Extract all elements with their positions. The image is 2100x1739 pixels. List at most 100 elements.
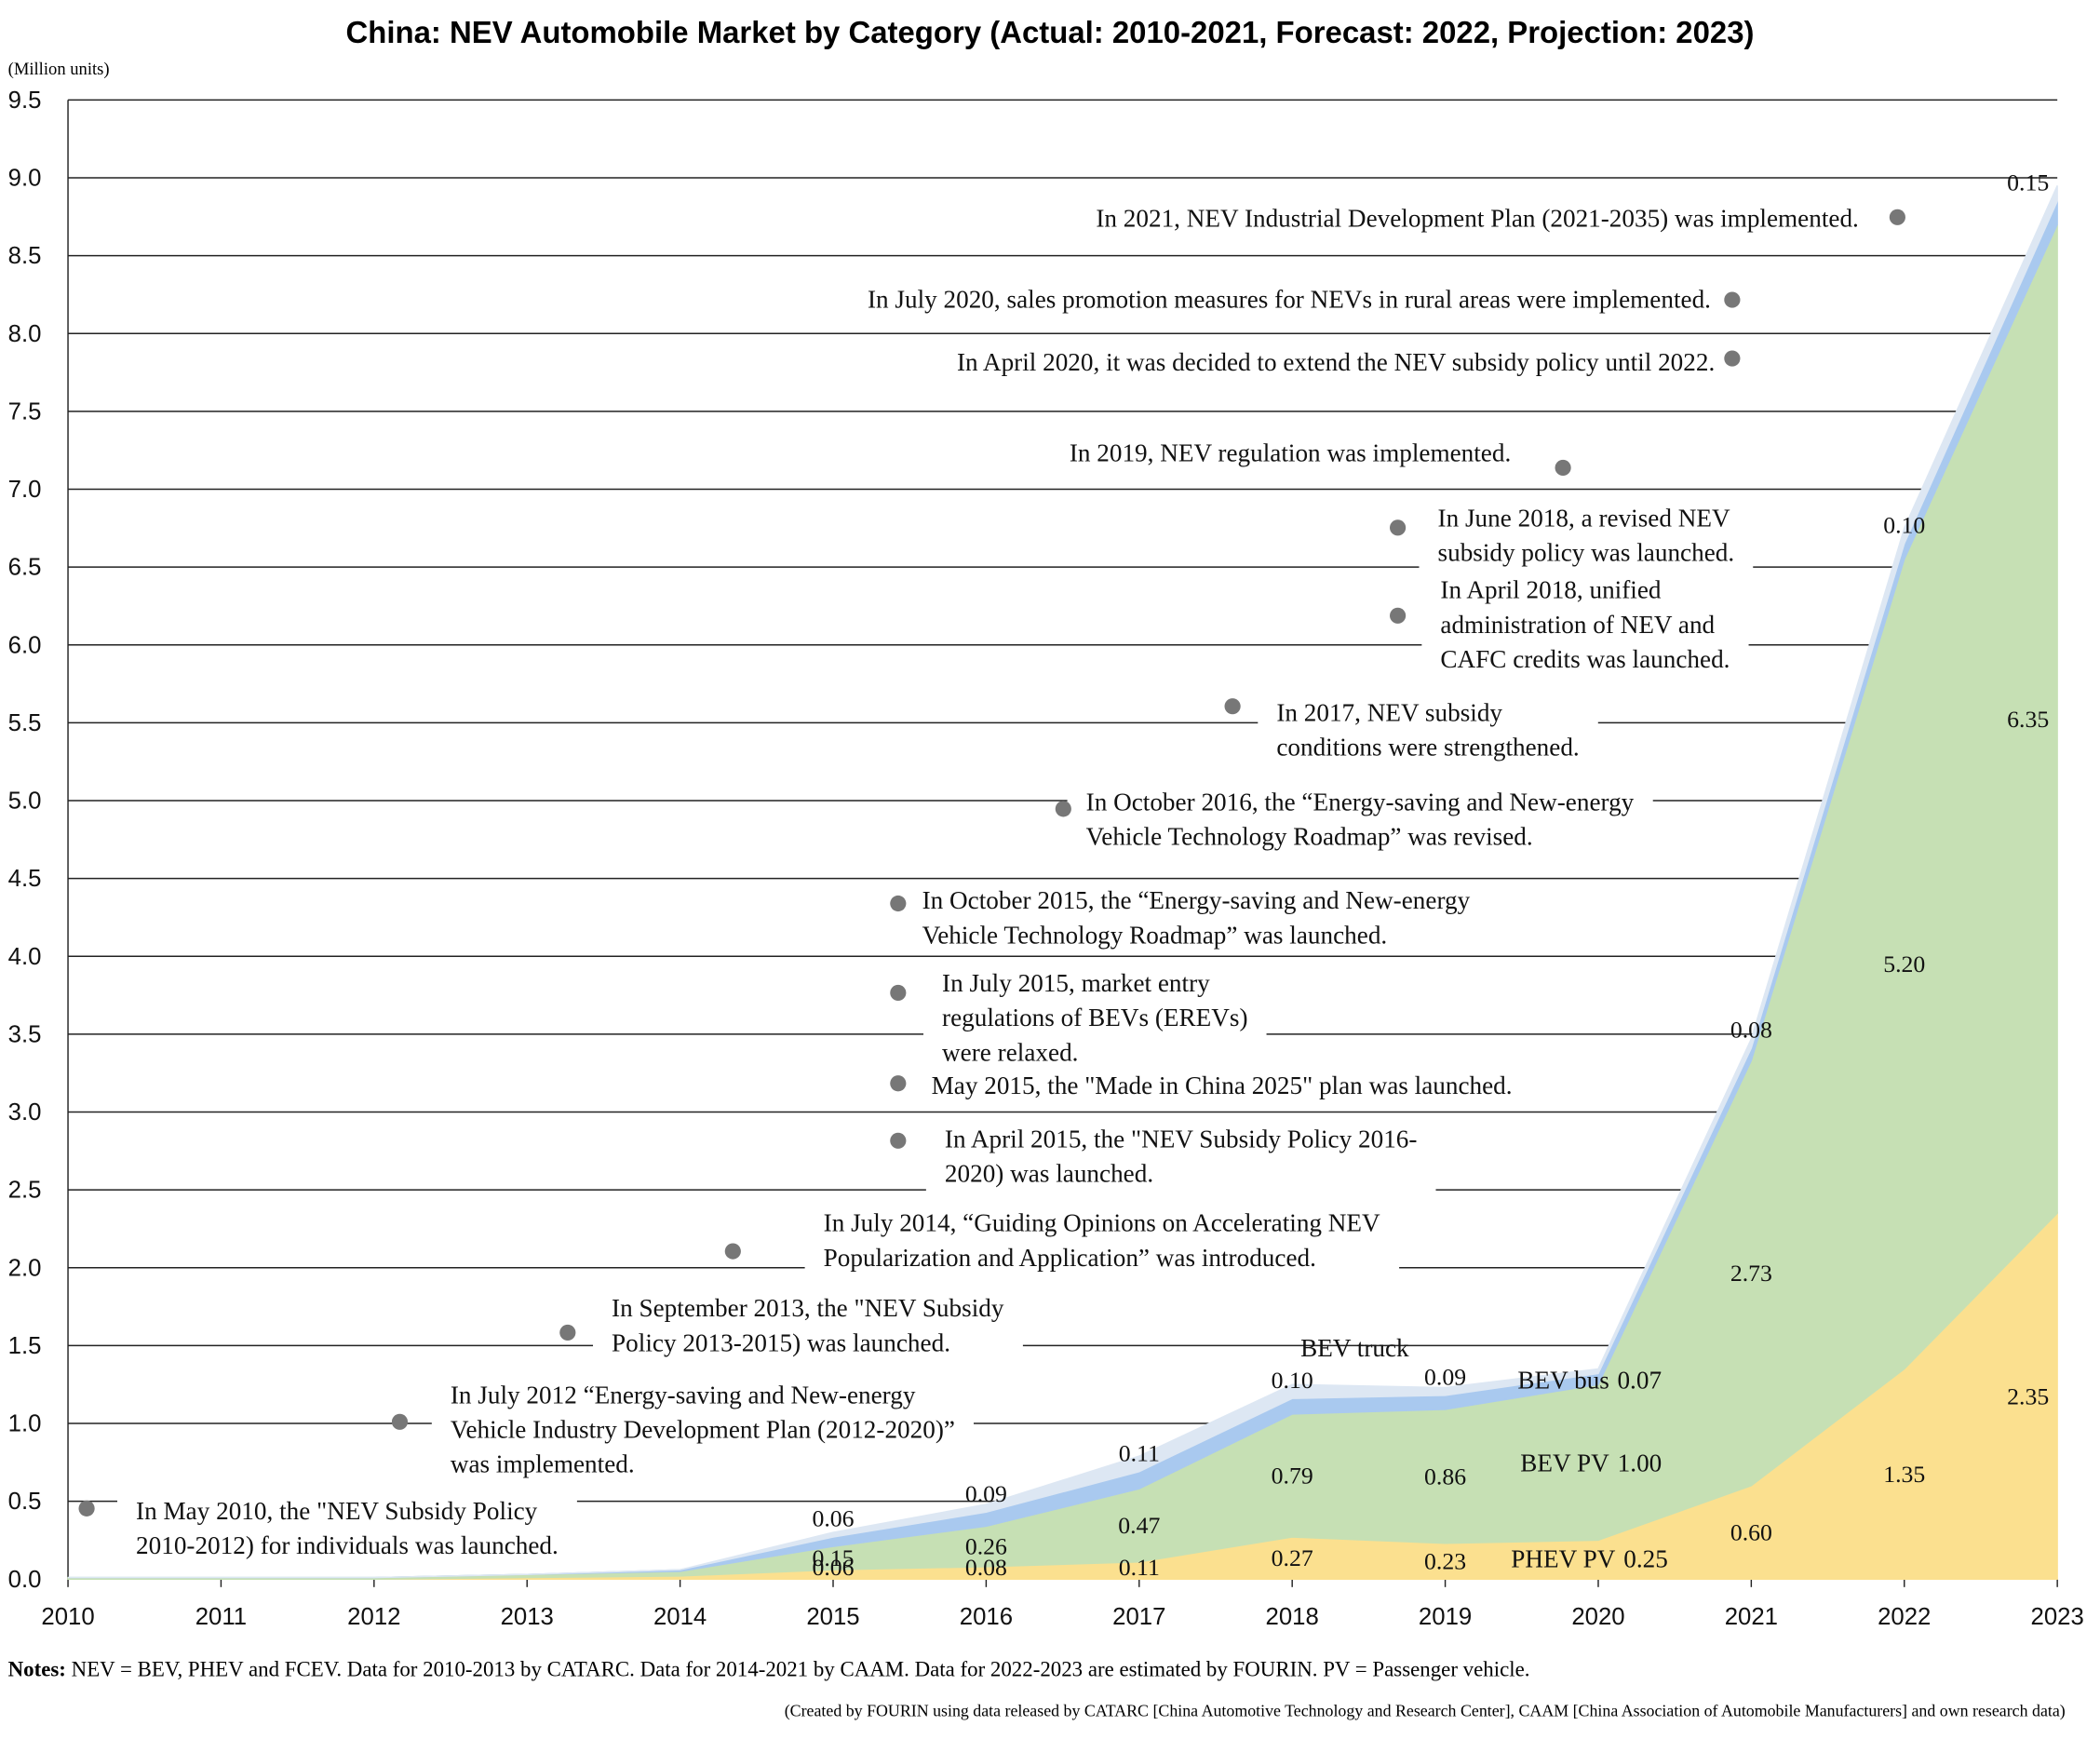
- value-label: 0.15: [812, 1544, 854, 1571]
- x-tick-label: 2021: [1725, 1604, 1778, 1630]
- annotation-bg: [593, 1288, 1023, 1363]
- annotation-dot: [559, 1324, 576, 1341]
- series-label: BEV bus: [1517, 1367, 1609, 1395]
- annotation: In April 2015, the "NEV Subsidy Policy 2…: [890, 1119, 1436, 1193]
- annotation-text: In 2017, NEV subsidy: [1276, 698, 1502, 726]
- annotation-text: In April 2018, unified: [1440, 576, 1662, 604]
- source: (Created by FOURIN using data released b…: [785, 1702, 2066, 1721]
- annotation-text: In October 2016, the “Energy-saving and …: [1086, 788, 1635, 816]
- annotation: In April 2020, it was decided to extend …: [937, 343, 1741, 382]
- annotation-text: In July 2012 “Energy-saving and New-ener…: [451, 1381, 916, 1409]
- annotation-text: regulations of BEVs (EREVs): [942, 1004, 1247, 1031]
- y-tick-label: 1.0: [8, 1411, 42, 1437]
- annotation-dot: [391, 1413, 409, 1430]
- value-label: 0.08: [1730, 1016, 1772, 1043]
- y-tick-label: 4.0: [8, 944, 42, 970]
- x-tick-label: 2017: [1112, 1604, 1165, 1630]
- y-tick-label: 6.0: [8, 632, 42, 658]
- annotation-bg: [1067, 782, 1653, 856]
- annotation-dot: [1390, 519, 1407, 536]
- annotation-text: In April 2015, the "NEV Subsidy Policy 2…: [945, 1125, 1418, 1153]
- annotation-text: Popularization and Application” was intr…: [824, 1244, 1316, 1272]
- x-tick-label: 2015: [806, 1604, 859, 1630]
- value-label: 0.07: [1617, 1367, 1662, 1395]
- y-tick-label: 0.5: [8, 1489, 42, 1515]
- annotation-text: 2010-2012) for individuals was launched.: [136, 1531, 559, 1559]
- value-label: 0.60: [1730, 1519, 1772, 1546]
- annotation-bg: [923, 964, 1267, 1072]
- annotation-bg: [1419, 498, 1754, 573]
- annotation: In 2019, NEV regulation was implemented.: [1050, 433, 1571, 477]
- annotation-text: In July 2020, sales promotion measures f…: [868, 286, 1711, 314]
- annotation: In July 2020, sales promotion measures f…: [848, 279, 1741, 319]
- value-label: 6.35: [2007, 706, 2049, 733]
- annotation: In June 2018, a revised NEV subsidy polic…: [1390, 498, 1754, 573]
- value-label: 0.06: [812, 1505, 854, 1532]
- y-tick-label: 4.5: [8, 866, 42, 892]
- value-label: 0.11: [1119, 1554, 1160, 1581]
- annotation-text: Policy 2013-2015) was launched.: [612, 1328, 950, 1356]
- x-tick-label: 2020: [1571, 1604, 1624, 1630]
- annotation-bg: [1421, 570, 1749, 679]
- value-label: 1.00: [1618, 1449, 1662, 1476]
- value-label: 0.26: [965, 1533, 1007, 1560]
- value-label: 0.08: [965, 1554, 1007, 1581]
- annotation-bg: [848, 279, 1730, 319]
- annotation-bg: [804, 1203, 1400, 1277]
- annotation-dot: [890, 984, 907, 1001]
- x-tick-label: 2016: [960, 1604, 1013, 1630]
- x-tick-label: 2022: [1878, 1604, 1931, 1630]
- value-label: 0.11: [1119, 1439, 1160, 1466]
- annotation-text: 2020) was launched.: [945, 1160, 1153, 1188]
- annotation-bg: [1050, 433, 1530, 472]
- annotation-dot: [78, 1500, 95, 1517]
- x-tick-label: 2011: [195, 1604, 247, 1630]
- annotation-dot: [1224, 698, 1241, 715]
- y-tick-label: 3.5: [8, 1021, 42, 1047]
- annotation-text: In 2021, NEV Industrial Development Plan…: [1096, 204, 1859, 232]
- value-label: 0.23: [1424, 1548, 1466, 1575]
- y-tick-label: 6.5: [8, 555, 42, 581]
- annotation-text: Vehicle Industry Development Plan (2012-…: [451, 1415, 955, 1443]
- value-label: 5.20: [1883, 950, 1925, 977]
- annotation: In October 2016, the “Energy-saving and …: [1055, 782, 1653, 856]
- value-label: 0.86: [1424, 1463, 1466, 1490]
- annotation-dot: [1555, 459, 1571, 477]
- annotation-text: conditions were strengthened.: [1276, 734, 1579, 762]
- y-tick-label: 3.0: [8, 1099, 42, 1126]
- series-label: PHEV PV: [1511, 1544, 1615, 1572]
- value-label: 0.06: [812, 1554, 854, 1581]
- chart-title: China: NEV Automobile Market by Category…: [346, 15, 1755, 49]
- x-tick-label: 2013: [501, 1604, 554, 1630]
- annotation-bg: [903, 881, 1489, 955]
- annotation-bg: [1077, 198, 1878, 238]
- y-tick-label: 7.0: [8, 477, 42, 503]
- y-tick-label: 5.5: [8, 710, 42, 736]
- notes-label: Notes:: [8, 1658, 66, 1681]
- annotation-dot: [1724, 350, 1741, 367]
- annotation: In 2017, NEV subsidy conditions were stre…: [1224, 693, 1598, 767]
- annotation-text: In 2019, NEV regulation was implemented.: [1070, 438, 1511, 466]
- y-tick-label: 1.5: [8, 1333, 42, 1359]
- annotation-text: In September 2013, the "NEV Subsidy: [612, 1294, 1004, 1322]
- annotation: In April 2018, unified administration of …: [1390, 570, 1749, 679]
- annotation: In May 2010, the "NEV Subsidy Policy 2010…: [78, 1491, 577, 1565]
- y-tick-label: 7.5: [8, 398, 42, 425]
- value-label: 0.79: [1272, 1463, 1313, 1490]
- series-label: BEV PV: [1520, 1449, 1609, 1476]
- annotation-dot: [890, 1075, 907, 1092]
- value-label: 0.27: [1272, 1544, 1313, 1571]
- value-label: 2.35: [2007, 1382, 2049, 1409]
- annotation-text: In July 2014, “Guiding Opinions on Accel…: [824, 1209, 1380, 1237]
- value-label: 1.35: [1883, 1461, 1925, 1488]
- annotation-text: May 2015, the "Made in China 2025" plan …: [932, 1072, 1513, 1099]
- annotation-text: In June 2018, a revised NEV: [1438, 504, 1730, 532]
- labels: 0.06 0.08 0.11 0.27 0.23 0.60 1.35 2.35 0.15 0.26…: [812, 169, 2049, 1581]
- y-tick-label: 5.0: [8, 789, 42, 815]
- annotation-dot: [1390, 607, 1407, 624]
- annotations: In May 2010, the "NEV Subsidy Policy 2010…: [78, 198, 1905, 1565]
- annotation-text: Vehicle Technology Roadmap” was revised.: [1086, 823, 1533, 851]
- annotation-text: Vehicle Technology Roadmap” was launched…: [922, 921, 1388, 949]
- y-tick-label: 2.5: [8, 1178, 42, 1204]
- annotation-text: In October 2015, the “Energy-saving and …: [922, 886, 1471, 914]
